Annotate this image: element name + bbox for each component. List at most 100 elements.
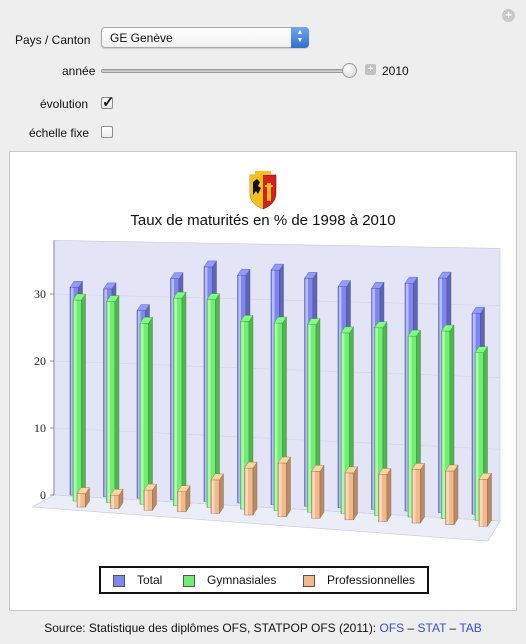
legend-label-gymnasiales: Gymnasiales [207,573,277,587]
bar-side [81,293,86,502]
link-stat[interactable]: STAT [417,621,447,635]
bar-highlight [409,336,412,517]
echelle-fixe-label: échelle fixe [29,126,90,140]
bar-top [374,321,388,329]
bar-side [453,464,459,526]
bar-highlight [111,495,114,509]
bar-highlight [308,324,311,513]
bar-highlight [245,468,248,515]
bar-top [441,324,455,332]
bar-highlight [205,266,208,502]
evolution-label: évolution [40,97,89,111]
bar-highlight [272,270,275,505]
annee-slider-track[interactable] [101,69,355,73]
bar-top [478,473,492,480]
annee-slider-expand-icon[interactable]: + [365,64,376,75]
bar-highlight [305,278,308,507]
pays-canton-select[interactable]: GE Genève ▲ ▼ [101,27,309,48]
bar-top [110,489,124,496]
bar-top [72,293,86,301]
bar-highlight [171,278,174,500]
y-tick-label: 20 [34,354,46,368]
bar-top [69,281,83,288]
annee-value: 2010 [382,64,409,78]
bar-top [170,272,184,279]
bar-top [311,465,325,472]
chart-canvas: 0 10 20 30 [30,171,501,542]
chart-title: Taux de maturités en % de 1998 à 2010 [130,212,396,229]
bar-side [420,462,425,524]
bar-top [474,346,488,353]
chart-panel: 0 10 20 30 Taux de maturités en % de 1998 à… [9,151,517,611]
echelle-fixe-checkbox[interactable] [101,126,113,138]
bar-top [340,326,354,334]
bar-top [206,293,220,300]
bar-highlight [413,469,416,523]
bar-highlight [339,286,342,508]
bar-top [337,280,351,287]
bar-side [319,464,325,519]
bar-highlight [446,471,449,525]
bar-highlight [178,491,181,512]
bar-top [106,295,120,302]
bar-top [471,306,485,314]
bar-side [219,473,224,515]
bar-top [237,268,251,276]
bar-top [371,282,385,289]
y-tick-label: 10 [34,421,46,435]
bar-highlight [406,283,409,511]
legend-label-professionnelles: Professionnelles [327,573,416,587]
bar-side [286,456,291,518]
bar-highlight [473,313,476,515]
bar-highlight [138,310,141,499]
chart-legend: Total Gymnasiales Professionnelles [99,566,429,594]
bar-highlight [275,323,278,511]
bar-highlight [141,323,144,505]
link-tab[interactable]: TAB [459,621,482,635]
bar-top [411,463,425,470]
bar-highlight [346,472,349,520]
bar-side [487,472,492,527]
bar-highlight [208,299,211,508]
select-arrows-icon[interactable]: ▲ ▼ [291,27,309,48]
add-bookmark-plus-icon[interactable]: + [502,9,515,22]
bar-top [407,329,421,337]
bar-top [143,483,157,491]
annee-label: année [62,64,96,78]
bar-top [136,304,150,311]
geneva-coat-of-arms-icon [249,171,277,210]
chart-bars [69,260,492,527]
bar-highlight [312,471,315,519]
bar-top [378,468,392,475]
bar-highlight [212,479,215,514]
source-footer: Source: Statistique des diplômes OFS, ST… [0,621,526,635]
link-ofs[interactable]: OFS [379,621,405,635]
legend-label-total: Total [137,573,163,587]
link-separator: – [446,621,460,635]
bar-top [304,272,318,279]
bar-highlight [342,332,345,514]
bar-top [173,291,187,299]
bar-highlight [379,474,382,522]
bar-side [181,291,187,507]
y-tick-label: 30 [34,287,46,301]
bar-highlight [104,288,107,497]
bar-top [445,464,459,472]
annee-slider-thumb[interactable] [342,63,357,78]
bar-top [438,271,452,279]
bar-top [210,473,224,481]
bar-top [76,487,90,494]
bar-side [252,461,258,516]
source-text: Source: Statistique des diplômes OFS, ST… [44,621,377,635]
bar-top [270,263,284,271]
bar-top [103,282,117,290]
bar-top [277,456,291,464]
bar-top [404,276,418,284]
link-separator: – [404,621,418,635]
bar-top [240,315,254,322]
evolution-checkbox[interactable]: ✓ [101,94,115,111]
bar-side [114,294,120,504]
bar-top [344,466,358,474]
bar-highlight [71,287,74,495]
bar-highlight [480,479,483,527]
